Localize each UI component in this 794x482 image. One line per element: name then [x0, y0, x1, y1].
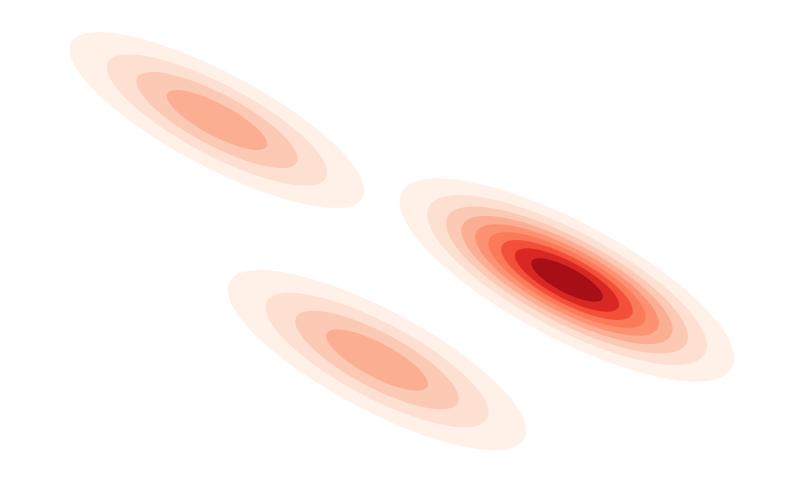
- density-component-2: [227, 270, 527, 450]
- contour-band-3-9: [531, 258, 603, 302]
- density-component-1: [69, 32, 365, 208]
- contour-band-1-4: [166, 90, 268, 150]
- contour-band-2-4: [326, 329, 428, 391]
- contour-plot-area: [69, 32, 735, 450]
- density-component-3: [399, 178, 735, 382]
